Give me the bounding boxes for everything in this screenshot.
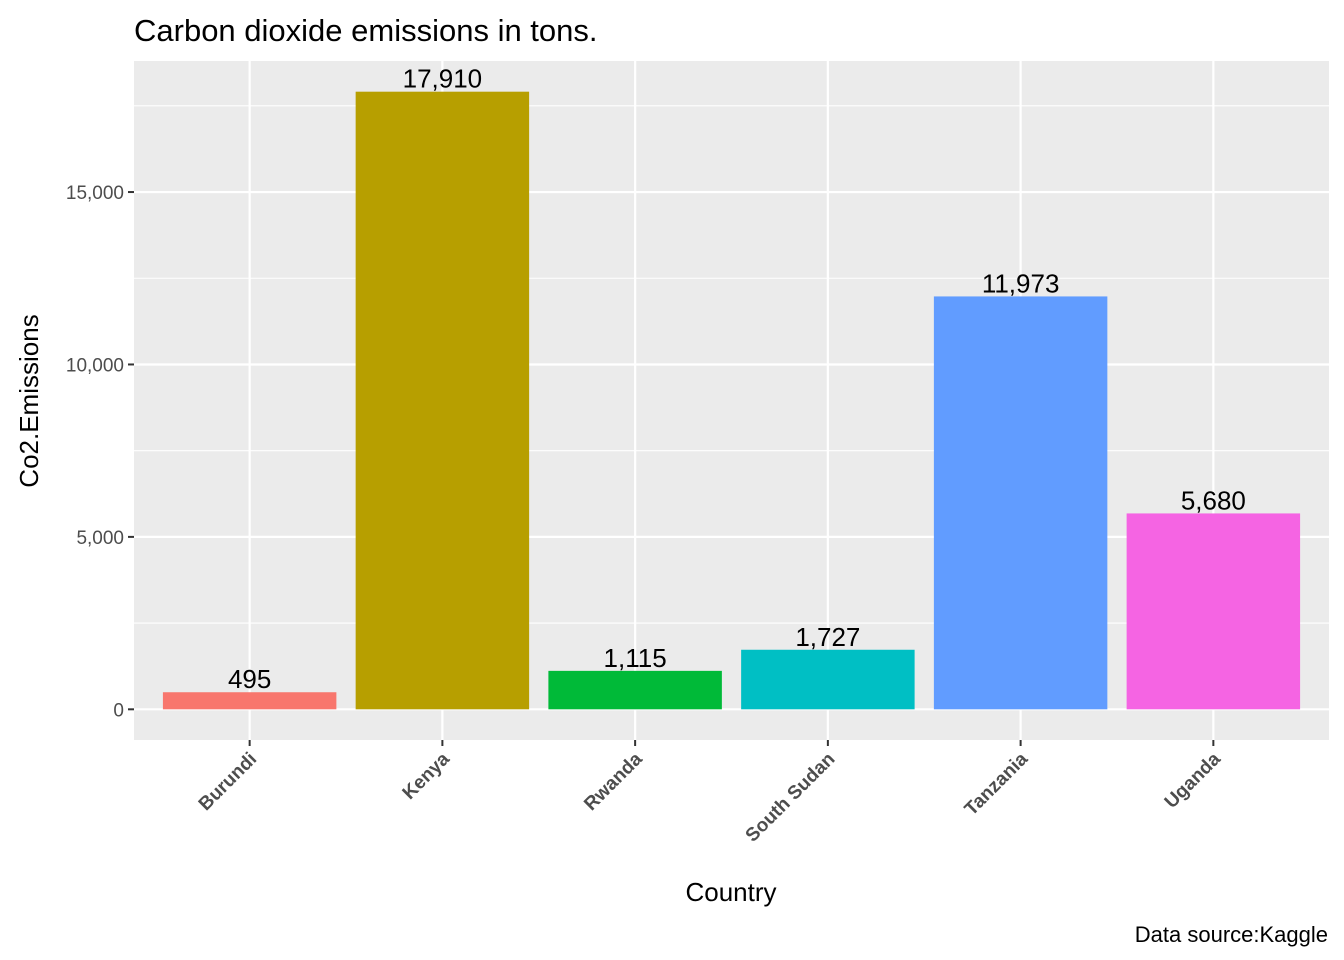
y-axis: 0 5,000 10,000 15,000 [66,183,134,721]
bar-tanzania [933,296,1108,710]
data-label: 11,973 [982,268,1060,298]
y-axis-title: Co2.Emissions [14,314,44,487]
data-labels: 495 17,910 1,115 1,727 11,973 5,680 [228,64,1246,695]
data-label: 1,727 [795,622,860,652]
data-label: 17,910 [403,64,483,94]
x-tick-label: Burundi [195,749,261,815]
x-tick-label: Rwanda [580,748,647,815]
x-axis-title: Country [685,877,776,907]
x-tick-label: Uganda [1161,748,1225,812]
bar-kenya [355,91,530,710]
bar-south-sudan [741,649,915,710]
data-label: 5,680 [1181,485,1246,515]
y-tick-label: 5,000 [76,528,124,549]
y-tick-label: 15,000 [66,183,124,204]
data-label: 1,115 [604,643,667,673]
bar-uganda [1126,513,1301,710]
bar-rwanda [548,670,722,710]
bar-burundi [162,692,337,710]
x-tick-label: Kenya [399,748,454,803]
x-axis: Burundi Kenya Rwanda South Sudan Tanzania Uga… [195,740,1225,846]
y-tick-label: 10,000 [66,355,124,376]
data-label: 495 [228,664,271,694]
x-tick-label: Tanzania [961,748,1033,820]
y-tick-label: 0 [113,700,124,721]
bars [162,91,1301,710]
chart-caption: Data source:Kaggle [1135,922,1328,947]
x-tick-label: South Sudan [742,749,840,847]
chart-title: Carbon dioxide emissions in tons. [134,13,598,48]
